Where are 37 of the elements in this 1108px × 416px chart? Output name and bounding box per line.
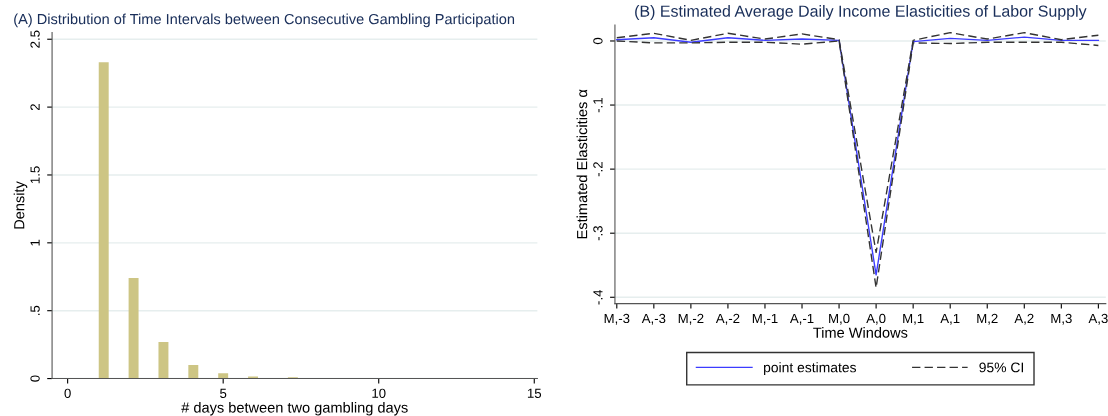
- x-tick-label: M,1: [903, 313, 924, 325]
- x-tick-label: A,-2: [715, 313, 740, 325]
- x-tick-label: A,1: [940, 313, 960, 325]
- x-tick-label: M,-2: [678, 313, 704, 325]
- x-tick-label: M,2: [977, 313, 998, 325]
- y-tick-label: 0: [593, 37, 603, 45]
- x-tick-label: 0: [64, 388, 71, 398]
- y-axis-title: Estimated Elasticities α: [576, 89, 588, 239]
- y-tick-label: 1: [30, 239, 40, 246]
- x-tick-label: M,-3: [604, 313, 630, 325]
- y-axis-title: Density: [13, 181, 28, 229]
- x-tick-label: A,0: [866, 313, 886, 325]
- y-tick-label: .5: [30, 305, 40, 315]
- x-tick-label: A,-1: [789, 313, 814, 325]
- x-tick-label: 5: [220, 388, 227, 398]
- y-tick-label: 2: [30, 104, 40, 111]
- legend-label: 95% CI: [979, 362, 1023, 373]
- y-tick-label: -.2: [593, 162, 603, 177]
- y-tick-label: 1.5: [30, 166, 40, 184]
- x-axis-title: Time Windows: [813, 327, 908, 338]
- x-tick-label: 15: [527, 388, 542, 398]
- y-tick-label: 0: [30, 375, 40, 382]
- y-tick-label: -.4: [593, 289, 603, 305]
- x-tick-label: A,2: [1014, 313, 1034, 325]
- x-tick-label: A,3: [1088, 313, 1108, 325]
- x-tick-label: M,3: [1051, 313, 1072, 325]
- legend-label: point estimates: [764, 362, 857, 376]
- x-tick-label: A,-3: [641, 313, 666, 325]
- chart-title: (A) Distribution of Time Intervals between Consecutive Gambling Participation: [14, 13, 515, 28]
- x-tick-label: 10: [372, 388, 386, 398]
- y-tick-label: -.3: [593, 226, 603, 241]
- x-tick-label: M,0: [829, 313, 850, 325]
- y-tick-label: 2.5: [30, 30, 40, 48]
- y-tick-label: -.1: [593, 98, 603, 113]
- chart-title: (B) Estimated Average Daily Income Elasticities of Labor Supply: [635, 5, 1087, 20]
- x-tick-label: M,-1: [752, 313, 778, 325]
- x-axis-title: # days between two gambling days: [181, 401, 408, 416]
